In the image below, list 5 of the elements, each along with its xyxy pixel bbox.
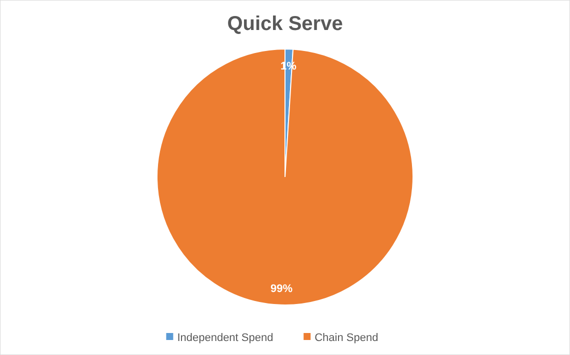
pie-slice <box>156 48 414 306</box>
data-label: 99% <box>270 283 293 296</box>
chart-title: Quick Serve <box>227 13 343 35</box>
legend-label: Independent Spend <box>177 332 274 344</box>
legend-label: Chain Spend <box>314 332 378 344</box>
